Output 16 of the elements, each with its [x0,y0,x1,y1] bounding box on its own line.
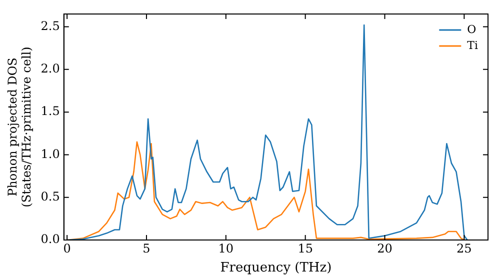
x-axis-title: Frequency (THz) [220,260,332,276]
y-tick-label: 0.0 [40,232,60,246]
x-tick-label: 25 [456,241,472,256]
y-tick-label: 1.0 [40,146,60,161]
x-tick-label: 0 [63,241,71,256]
x-tick-label: 20 [377,241,392,256]
y-tick-label: 2.5 [40,18,60,33]
y-tick-label: 2.0 [40,62,60,76]
legend-label: O [467,22,476,36]
x-tick-label: 15 [298,241,313,256]
x-tick-label: 5 [142,241,150,256]
x-tick-label: 10 [218,241,234,256]
y-tick-label: 0.5 [40,189,60,204]
y-axis-title: Phonon projected DOS (States/THz·primitive cell) [5,46,34,208]
y-tick-label: 1.5 [40,104,60,118]
legend-label: Ti [467,38,478,52]
